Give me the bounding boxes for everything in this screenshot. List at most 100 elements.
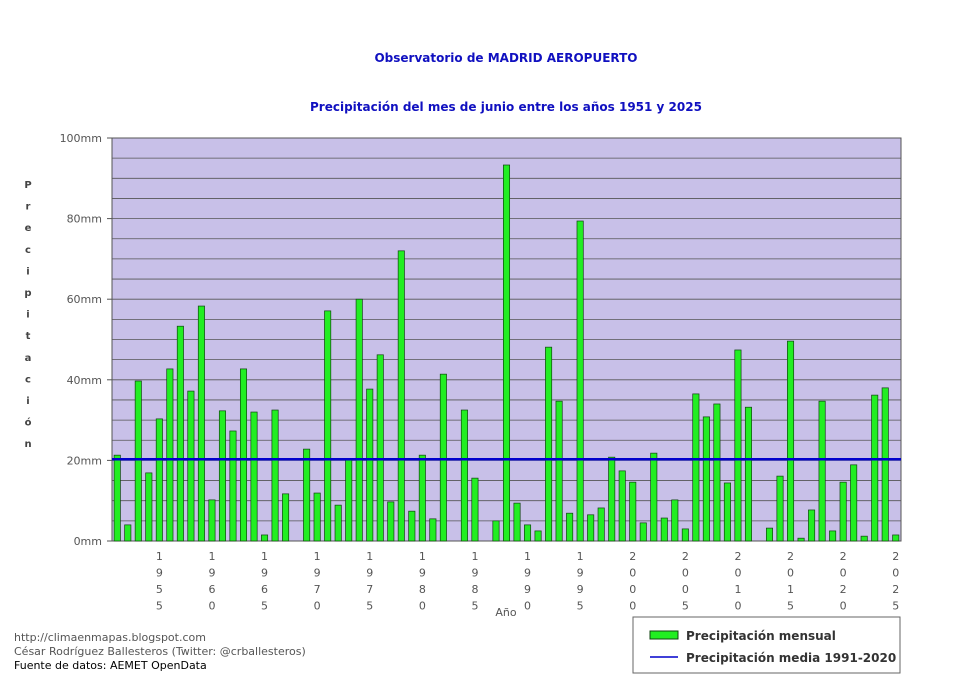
chart-subtitle: Precipitación del mes de junio entre los… <box>310 100 702 114</box>
x-tick-label: 2005 <box>679 550 692 616</box>
bar <box>555 400 563 542</box>
legend-box <box>632 616 901 674</box>
bar <box>660 517 668 542</box>
chart-title: Observatorio de MADRID AEROPUERTO <box>374 51 637 65</box>
x-tick-label: 1995 <box>574 550 587 616</box>
bar <box>218 410 226 542</box>
bar <box>376 354 384 542</box>
bar <box>408 510 416 542</box>
bar <box>513 502 521 542</box>
legend-label: Precipitación mensual <box>686 629 836 643</box>
bar <box>460 409 468 542</box>
bar <box>271 409 279 542</box>
bar <box>713 403 721 542</box>
x-tick-label: 1980 <box>416 550 429 616</box>
bar <box>545 346 553 542</box>
bar <box>629 481 637 542</box>
x-tick-label: 2000 <box>626 550 639 616</box>
y-tick-label: 0mm <box>74 535 102 548</box>
x-tick-label: 2015 <box>784 550 797 616</box>
bar <box>797 537 805 542</box>
bar <box>355 298 363 542</box>
bar <box>734 349 742 542</box>
bar <box>282 493 290 542</box>
x-axis-label: Año <box>495 606 516 619</box>
y-tick-label: 60mm <box>67 293 102 306</box>
bar <box>650 452 658 542</box>
bar <box>471 477 479 542</box>
footer-line: César Rodríguez Ballesteros (Twitter: @c… <box>14 645 306 658</box>
bar <box>829 530 837 542</box>
bar <box>744 406 752 542</box>
bar <box>261 534 269 542</box>
bar <box>671 499 679 542</box>
bar <box>366 388 374 542</box>
x-tick-label: 1960 <box>205 550 218 616</box>
bar <box>187 390 195 542</box>
bar <box>197 305 205 542</box>
bar <box>776 475 784 542</box>
bar <box>324 310 332 542</box>
bar <box>765 527 774 542</box>
bar <box>145 472 153 542</box>
legend-label: Precipitación media 1991-2020 <box>686 651 896 665</box>
bar <box>334 504 342 542</box>
bar <box>524 524 532 542</box>
x-tick-label: 1965 <box>258 550 271 616</box>
bar <box>534 530 542 542</box>
bar <box>618 470 626 542</box>
bar <box>608 456 616 542</box>
bar <box>418 454 426 542</box>
bar <box>176 325 184 542</box>
bar <box>113 454 121 542</box>
bar <box>702 416 710 542</box>
footer-line: Fuente de datos: AEMET OpenData <box>14 659 207 672</box>
bar <box>155 418 163 542</box>
y-axis-label: Precipitación <box>23 180 34 461</box>
bar <box>723 482 731 542</box>
bar <box>229 430 237 542</box>
y-tick-label: 40mm <box>67 374 102 387</box>
bar <box>387 501 395 542</box>
bar <box>429 518 437 542</box>
x-tick-label: 2010 <box>731 550 744 616</box>
bar <box>587 514 595 542</box>
bar <box>134 380 142 542</box>
bar <box>881 387 889 542</box>
bar <box>576 220 584 542</box>
bar <box>239 368 248 542</box>
x-tick-label: 2025 <box>889 550 902 616</box>
bar <box>439 373 447 542</box>
bar <box>639 522 647 542</box>
bar <box>166 368 174 542</box>
bar <box>208 499 216 542</box>
bar <box>787 340 795 542</box>
bar <box>871 394 879 542</box>
bar <box>124 524 132 542</box>
bar <box>892 534 900 542</box>
bar <box>850 464 858 542</box>
bar <box>502 164 511 542</box>
y-tick-label: 100mm <box>60 132 102 145</box>
bar <box>692 393 700 542</box>
bar <box>250 411 258 542</box>
bar <box>818 400 826 542</box>
legend-swatch <box>649 630 679 640</box>
bar <box>681 528 689 542</box>
bar <box>313 492 321 542</box>
y-tick-label: 20mm <box>67 454 102 467</box>
bar <box>397 250 405 542</box>
x-tick-label: 1985 <box>468 550 481 616</box>
y-tick-label: 80mm <box>67 213 102 226</box>
x-tick-label: 2020 <box>837 550 850 616</box>
x-tick-label: 1975 <box>363 550 376 616</box>
x-tick-label: 1955 <box>153 550 166 616</box>
bar <box>839 481 847 542</box>
x-tick-label: 1990 <box>521 550 534 616</box>
bar <box>303 448 311 542</box>
bar <box>345 459 353 542</box>
x-tick-label: 1970 <box>311 550 324 616</box>
bar <box>860 535 868 542</box>
bar <box>566 512 574 542</box>
